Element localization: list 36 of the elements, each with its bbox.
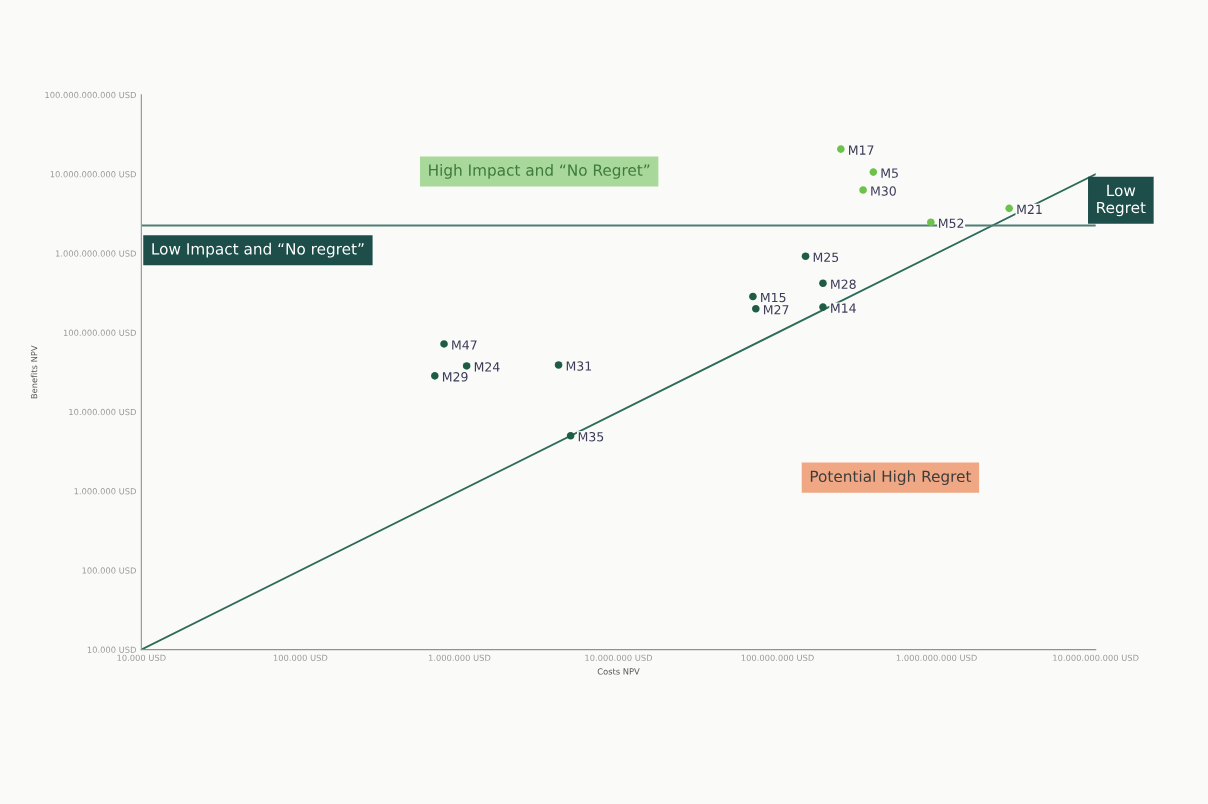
x-tick-label: 10.000.000 USD <box>585 654 653 661</box>
y-tick-label: 100.000.000.000 USD <box>45 91 136 99</box>
y-tick-label: 10.000.000.000 USD <box>50 171 136 178</box>
data-label: M30 <box>871 186 896 196</box>
data-label: M14 <box>831 303 856 313</box>
data-label: M35 <box>578 432 604 442</box>
data-label: M31 <box>566 361 592 371</box>
y-axis-title: Benefits NPV <box>30 345 38 399</box>
data-label: M17 <box>849 145 874 155</box>
data-label: M24 <box>474 362 500 372</box>
y-tick-label: 100.000 USD <box>82 567 136 574</box>
annotation: High Impact and “No Regret” <box>429 164 650 179</box>
x-tick-label: 100.000 USD <box>273 654 328 661</box>
annotation: Potential High Regret <box>810 470 972 486</box>
y-tick-label: 1.000.000.000 USD <box>55 250 136 257</box>
data-label: M15 <box>761 292 786 303</box>
y-tick-label: 1.000.000 USD <box>74 488 136 495</box>
annotation: Low Impact and “No regret” <box>152 242 364 258</box>
data-label: M21 <box>1017 204 1042 214</box>
x-tick-label: 1.000.000.000 USD <box>896 654 977 661</box>
x-tick-label: 1.000.000 USD <box>428 654 491 661</box>
data-label: M5 <box>881 168 898 178</box>
x-tick-label: 10.000 USD <box>117 654 166 661</box>
x-tick-label: 100.000.000 USD <box>741 654 814 661</box>
y-tick-label: 10.000 USD <box>87 646 136 653</box>
data-label: M47 <box>452 340 477 350</box>
y-tick-label: 100.000.000 USD <box>63 329 136 336</box>
data-label: M28 <box>831 279 856 289</box>
text: Low Regret <box>1097 184 1146 217</box>
y-tick-label: 10.000.000 USD <box>69 408 136 416</box>
data-label: M25 <box>813 252 839 262</box>
x-tick-label: 10.000.000.000 USD <box>1053 654 1139 661</box>
data-label: M52 <box>939 218 964 228</box>
data-label: M27 <box>763 305 789 315</box>
data-label: M29 <box>442 372 468 382</box>
x-axis-title: Costs NPV <box>597 668 640 675</box>
